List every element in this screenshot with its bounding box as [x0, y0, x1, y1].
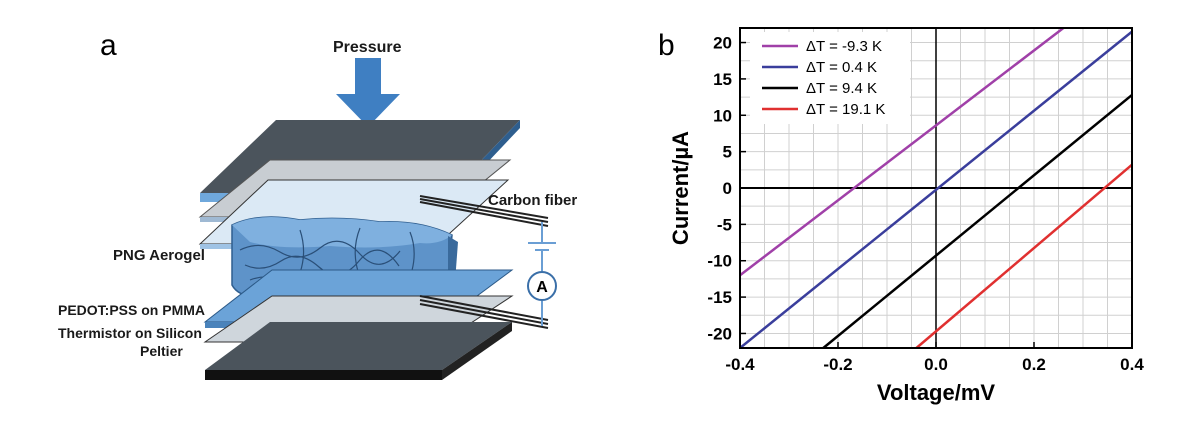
panel-b-label: b — [658, 29, 675, 62]
ammeter: A — [527, 271, 557, 301]
svg-text:A: A — [536, 279, 548, 296]
series-line-0 — [739, 27, 1065, 277]
series-line-2 — [822, 93, 1133, 349]
y-tick-label: -5 — [717, 215, 732, 234]
peltier-plate — [205, 322, 512, 380]
x-tick-label: -0.4 — [725, 355, 755, 374]
y-tick-label: -20 — [707, 324, 732, 343]
y-axis-label: Current/µA — [668, 131, 693, 245]
x-tick-label: 0.0 — [924, 355, 948, 374]
panel-a-label: a — [100, 29, 117, 62]
x-tick-label: 0.2 — [1022, 355, 1046, 374]
png-aerogel-label: PNG Aerogel — [113, 247, 205, 264]
legend-entry: ΔT = 0.4 K — [806, 59, 877, 76]
y-tick-label: -15 — [707, 288, 732, 307]
series-lines — [739, 27, 1133, 349]
y-tick-label: 5 — [723, 143, 732, 162]
series-line-1 — [739, 30, 1133, 349]
y-tick-label: -10 — [707, 252, 732, 271]
y-tick-label: 15 — [713, 70, 732, 89]
legend-entry: ΔT = -9.3 K — [806, 38, 882, 55]
legend: ΔT = -9.3 K ΔT = 0.4 K ΔT = 9.4 K ΔT = 19.1… — [750, 32, 910, 124]
y-tick-label: 10 — [713, 106, 732, 125]
panel-a-schematic: a Pressure — [58, 29, 577, 380]
pedot-label: PEDOT:PSS on PMMA — [58, 302, 205, 318]
iv-chart: b -0.4 -0.2 0.0 0.2 0.4 -20-15-10-505101520 … — [658, 27, 1144, 405]
peltier-label: Peltier — [140, 343, 183, 359]
panel-b-chart: b -0.4 -0.2 0.0 0.2 0.4 -20 -15 -10 -5 0 5 10 15 20 … — [650, 0, 1192, 426]
x-tick-label: -0.2 — [823, 355, 852, 374]
carbon-fiber-upper — [419, 195, 549, 227]
pressure-label: Pressure — [333, 39, 402, 56]
y-tick-label: 0 — [723, 179, 732, 198]
pressure-arrow — [336, 58, 400, 127]
legend-entry: ΔT = 19.1 K — [806, 101, 885, 118]
circuit-wire — [528, 222, 556, 326]
x-ticks: -0.4 -0.2 0.0 0.2 0.4 — [725, 342, 1144, 374]
thermistor-label: Thermistor on Silicon — [58, 325, 202, 341]
device-schematic: a Pressure — [58, 29, 577, 380]
y-tick-label: 20 — [713, 34, 732, 53]
x-tick-label: 0.4 — [1120, 355, 1144, 374]
carbon-fiber-label: Carbon fiber — [488, 192, 577, 209]
x-axis-label: Voltage/mV — [877, 380, 996, 405]
carbon-fiber-lower — [419, 295, 549, 329]
y-ticks: -20 -15 -10 -5 0 5 10 15 20 — [707, 34, 746, 343]
reference-lines — [740, 28, 1132, 348]
series-line-3 — [915, 163, 1133, 349]
legend-entry: ΔT = 9.4 K — [806, 80, 877, 97]
